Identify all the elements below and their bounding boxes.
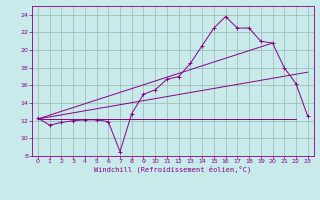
X-axis label: Windchill (Refroidissement éolien,°C): Windchill (Refroidissement éolien,°C) — [94, 166, 252, 173]
